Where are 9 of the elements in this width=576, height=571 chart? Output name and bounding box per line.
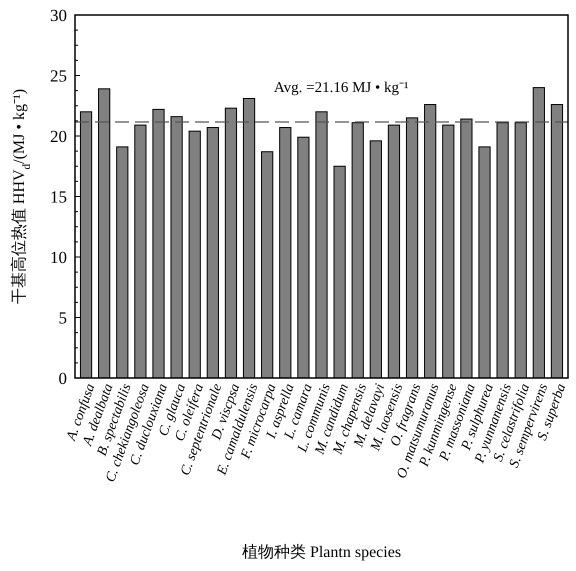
y-tick-label: 5: [58, 308, 67, 328]
y-tick-label: 30: [50, 6, 67, 25]
y-tick-label: 20: [50, 126, 67, 146]
x-axis-title: 植物种类 Plantn species: [242, 543, 402, 561]
y-tick-label: 0: [58, 368, 67, 388]
ref-line-label: Avg. =21.16 MJ • kg⁻¹: [274, 80, 409, 96]
y-tick-label: 15: [50, 187, 67, 206]
y-tick-label: 10: [50, 248, 67, 267]
y-tick-label: 25: [50, 66, 67, 86]
